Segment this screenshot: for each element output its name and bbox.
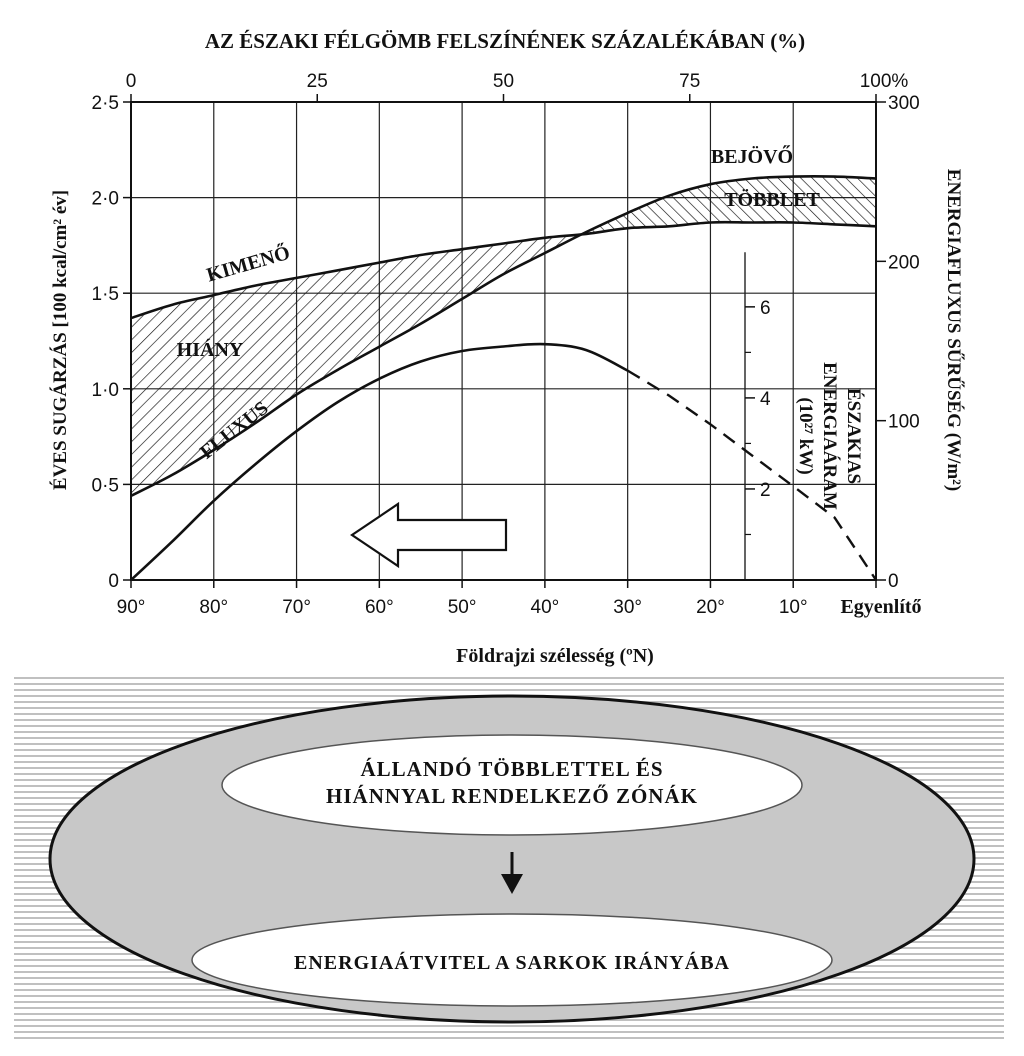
right-axis-label: ENERGIAFLUXUS SŰRŰSÉG (W/m²) <box>943 169 965 491</box>
outgoing-label: KIMENŐ <box>204 240 293 287</box>
surplus-hatch <box>582 176 876 235</box>
deficit-label: HIÁNY <box>177 338 244 361</box>
bottom-ellipse <box>191 913 833 1007</box>
x-tick-label: 90° <box>117 597 146 618</box>
inner-tick-label: 4 <box>760 389 771 410</box>
outgoing-curve <box>130 220 877 320</box>
flux-curve <box>130 342 629 581</box>
deficit-hatch <box>131 234 581 496</box>
top-tick-label: 25 <box>307 71 328 92</box>
top-tick-label: 100% <box>860 71 909 92</box>
radiation-balance-chart: AZ ÉSZAKI FÉLGÖMB FELSZÍNÉNEK SZÁZALÉKÁB… <box>49 29 965 667</box>
right-tick-label: 300 <box>888 93 920 114</box>
incoming-label: BEJÖVŐ <box>711 144 793 168</box>
left-tick-label: 2·5 <box>92 93 119 114</box>
flux-curve-dashed <box>627 369 877 581</box>
inner-axis-label-line: ENERGIAÁRAM <box>819 362 841 510</box>
x-tick-label: 50° <box>448 597 477 618</box>
poleward-arrow <box>350 501 508 569</box>
x-tick-label: Egyenlítő <box>840 596 921 618</box>
series-lines <box>130 175 877 581</box>
inner-tick-label: 6 <box>760 298 771 319</box>
left-tick-label: 1·0 <box>92 380 119 401</box>
x-axis-label: Földrajzi szélesség (ºN) <box>456 645 654 667</box>
x-tick-label: 40° <box>531 597 560 618</box>
left-tick-label: 0·5 <box>92 475 119 496</box>
left-tick-label: 1·5 <box>92 284 119 305</box>
top-tick-label: 50 <box>493 71 514 92</box>
left-tick-label: 2·0 <box>92 189 119 210</box>
inner-axis-label-line: (10²⁷ kW) <box>795 397 816 474</box>
x-tick-label: 70° <box>282 597 311 618</box>
axis-ticks: 90° 80° 70° 60° 50° 40° 30° 20° 10° Egyenlítő 0 25 5… <box>92 71 922 618</box>
x-tick-label: 60° <box>365 597 394 618</box>
x-tick-label: 80° <box>199 597 228 618</box>
transfer-text: ENERGIAÁTVITEL A SARKOK IRÁNYÁBA <box>294 951 730 974</box>
right-tick-label: 100 <box>888 412 920 433</box>
top-tick-label: 0 <box>126 71 137 92</box>
x-tick-label: 20° <box>696 597 725 618</box>
inner-axis-label-line: ÉSZAKIAS <box>843 388 865 484</box>
zones-text-line2: HIÁNNYAL RENDELKEZŐ ZÓNÁK <box>326 784 698 808</box>
right-tick-label: 0 <box>888 571 899 592</box>
down-arrow-icon <box>501 852 523 894</box>
left-axis-label: ÉVES SUGÁRZÁS [100 kcal/cm² év] <box>49 190 71 490</box>
x-tick-label: 30° <box>613 597 642 618</box>
chart-svg: AZ ÉSZAKI FÉLGÖMB FELSZÍNÉNEK SZÁZALÉKÁB… <box>49 29 965 667</box>
energy-transfer-diagram: ÁLLANDÓ TÖBBLETTEL ÉS HIÁNNYAL RENDELKEZ… <box>0 672 1024 1051</box>
top-ellipse <box>221 734 803 836</box>
shaded-areas <box>131 176 876 496</box>
surplus-label: TÖBBLET <box>724 188 820 211</box>
inner-tick-label: 2 <box>760 480 771 501</box>
top-tick-label: 75 <box>679 71 700 92</box>
incoming-curve <box>130 175 877 498</box>
left-tick-label: 0 <box>108 571 119 592</box>
right-tick-label: 200 <box>888 252 920 273</box>
zones-text-line1: ÁLLANDÓ TÖBBLETTEL ÉS <box>360 757 663 781</box>
x-tick-label: 10° <box>779 597 808 618</box>
chart-title: AZ ÉSZAKI FÉLGÖMB FELSZÍNÉNEK SZÁZALÉKÁB… <box>205 29 805 53</box>
diagram-svg: ÁLLANDÓ TÖBBLETTEL ÉS HIÁNNYAL RENDELKEZ… <box>14 677 1004 1039</box>
